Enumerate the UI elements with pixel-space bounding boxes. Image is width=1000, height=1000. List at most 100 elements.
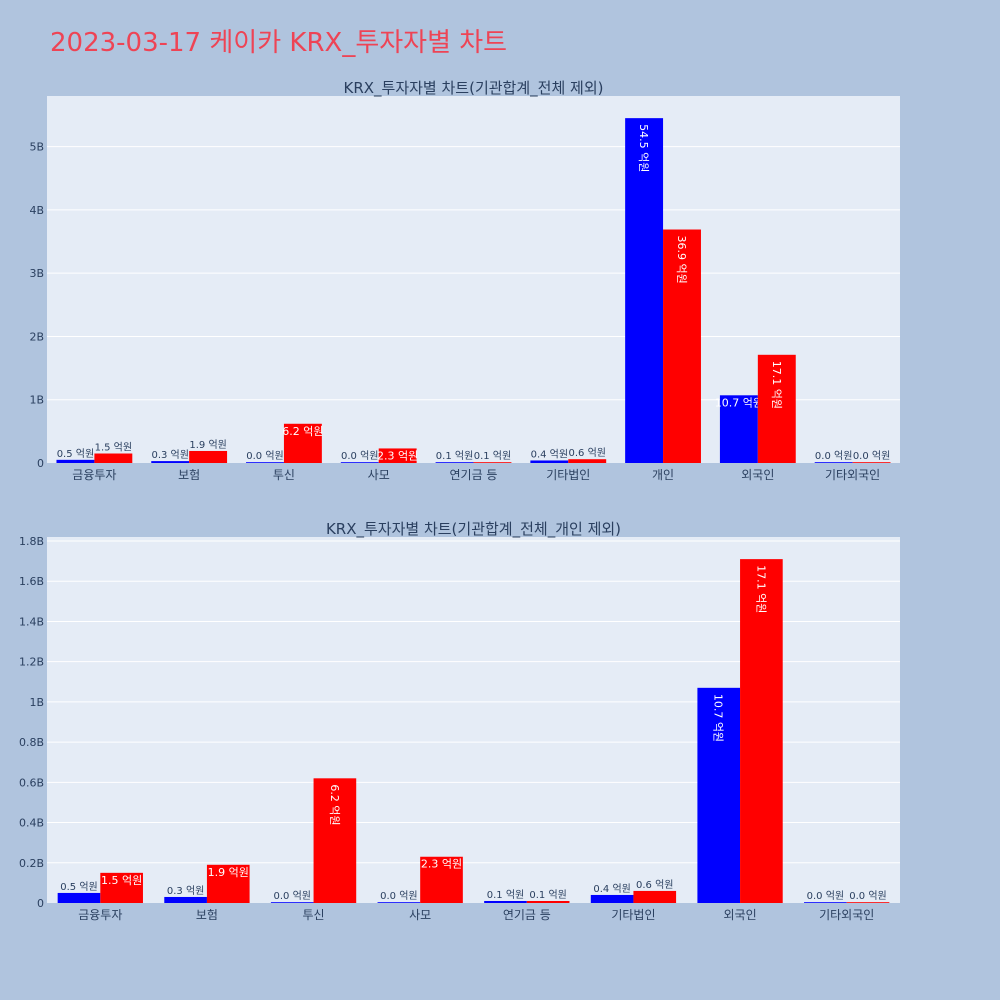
bar xyxy=(189,450,228,463)
y-tick-label: 4B xyxy=(29,204,44,217)
bar xyxy=(164,896,207,903)
data-label: 0.0 억원 xyxy=(246,450,283,462)
x-tick-label: 기타외국인 xyxy=(819,908,874,922)
chart-top: 0 1B 2B 3B 4B 5B KRX_투자자별 차트(기관합계_전체 제외) 금융투자 0.… xyxy=(29,79,900,482)
bar xyxy=(151,461,190,463)
x-tick-label: 투신 xyxy=(303,908,325,922)
data-label: 1.5 억원 xyxy=(101,874,142,887)
data-label: 2.3 억원 xyxy=(421,858,462,871)
data-label: 0.6 억원 xyxy=(568,447,605,459)
bar xyxy=(814,462,853,463)
x-tick-label: 기타법인 xyxy=(611,908,655,922)
chart-subtitle: KRX_투자자별 차트(기관합계_전체 제외) xyxy=(344,79,604,98)
bar xyxy=(719,395,758,463)
bar xyxy=(757,354,796,463)
y-tick-label: 0 xyxy=(37,897,44,910)
data-label: 0.1 억원 xyxy=(474,450,511,462)
bar xyxy=(526,900,570,903)
bar xyxy=(473,462,512,463)
bar xyxy=(804,902,847,903)
bar xyxy=(283,423,322,463)
y-tick-label: 3B xyxy=(29,267,44,280)
data-label: 0.1 억원 xyxy=(487,889,524,901)
data-label: 0.6 억원 xyxy=(636,879,673,891)
x-tick-label: 보험 xyxy=(178,468,200,482)
data-label: 0.0 억원 xyxy=(380,890,417,902)
bar xyxy=(590,894,634,903)
bar xyxy=(633,890,677,903)
bar xyxy=(740,559,783,903)
bar xyxy=(378,448,417,463)
y-tick-label: 1.8B xyxy=(19,535,44,548)
data-label: 54.5 억원 xyxy=(637,124,650,172)
x-tick-label: 보험 xyxy=(196,908,218,922)
x-tick-label: 기타외국인 xyxy=(825,468,880,482)
chart-subtitle: KRX_투자자별 차트(기관합계_전체_개인 제외) xyxy=(326,520,621,539)
x-tick-label: 외국인 xyxy=(724,908,757,922)
x-tick-label: 기타법인 xyxy=(546,468,590,482)
bar xyxy=(377,902,421,903)
bar xyxy=(246,462,284,463)
y-tick-label: 1B xyxy=(29,696,44,709)
x-tick-label: 연기금 등 xyxy=(450,468,498,482)
data-label: 0.0 억원 xyxy=(273,890,310,902)
x-tick-label: 금융투자 xyxy=(78,908,122,922)
data-label: 36.9 억원 xyxy=(675,236,688,284)
y-tick-label: 0.6B xyxy=(19,776,44,789)
x-tick-label: 사모 xyxy=(409,908,431,922)
data-label: 0.0 억원 xyxy=(853,450,890,462)
y-tick-label: 5B xyxy=(29,141,44,154)
data-label: 0.3 억원 xyxy=(167,885,204,897)
bar xyxy=(484,900,527,903)
bar xyxy=(270,902,314,903)
page-title: 2023-03-17 케이카 KRX_투자자별 차트 xyxy=(50,28,508,58)
data-label: 0.0 억원 xyxy=(849,890,886,902)
bar xyxy=(852,462,891,463)
data-label: 10.7 억원 xyxy=(712,694,725,742)
y-tick-label: 0.8B xyxy=(19,736,44,749)
data-label: 0.1 억원 xyxy=(436,450,473,462)
data-label: 10.7 억원 xyxy=(715,396,763,409)
bar xyxy=(56,459,95,463)
data-label: 0.0 억원 xyxy=(815,450,852,462)
data-label: 0.5 억원 xyxy=(57,448,94,460)
x-tick-label: 투신 xyxy=(273,468,295,482)
bar xyxy=(530,460,569,463)
bar xyxy=(435,462,474,463)
x-tick-label: 외국인 xyxy=(741,468,774,482)
data-label: 0.0 억원 xyxy=(341,450,378,462)
bar xyxy=(625,118,664,464)
data-label: 0.4 억원 xyxy=(531,448,568,460)
x-tick-label: 연기금 등 xyxy=(503,908,551,922)
data-label: 0.3 억원 xyxy=(151,449,188,461)
y-tick-label: 1.2B xyxy=(19,656,44,669)
bar xyxy=(313,778,357,903)
data-label: 0.0 억원 xyxy=(807,890,844,902)
bar xyxy=(663,229,701,463)
y-tick-label: 1.6B xyxy=(19,575,44,588)
x-tick-label: 사모 xyxy=(368,468,390,482)
data-label: 0.4 억원 xyxy=(593,883,630,895)
data-label: 2.3 억원 xyxy=(377,449,418,462)
bar xyxy=(100,872,143,903)
bar xyxy=(94,453,133,463)
data-label: 17.1 억원 xyxy=(770,361,783,409)
y-tick-label: 1B xyxy=(29,394,44,407)
y-tick-label: 1.4B xyxy=(19,615,44,628)
data-label: 0.5 억원 xyxy=(60,881,97,893)
bar xyxy=(568,459,607,463)
bar xyxy=(420,856,463,903)
bar xyxy=(340,462,379,463)
data-label: 0.1 억원 xyxy=(529,889,566,901)
y-tick-label: 0.4B xyxy=(19,817,44,830)
bar xyxy=(57,892,101,903)
data-label: 6.2 억원 xyxy=(282,425,323,438)
data-label: 1.5 억원 xyxy=(95,442,132,454)
data-label: 1.9 억원 xyxy=(208,866,249,879)
y-tick-label: 0 xyxy=(37,457,44,470)
x-tick-label: 금융투자 xyxy=(72,468,116,482)
data-label: 1.9 억원 xyxy=(189,439,226,451)
y-tick-label: 0.2B xyxy=(19,857,44,870)
y-tick-label: 2B xyxy=(29,330,44,343)
